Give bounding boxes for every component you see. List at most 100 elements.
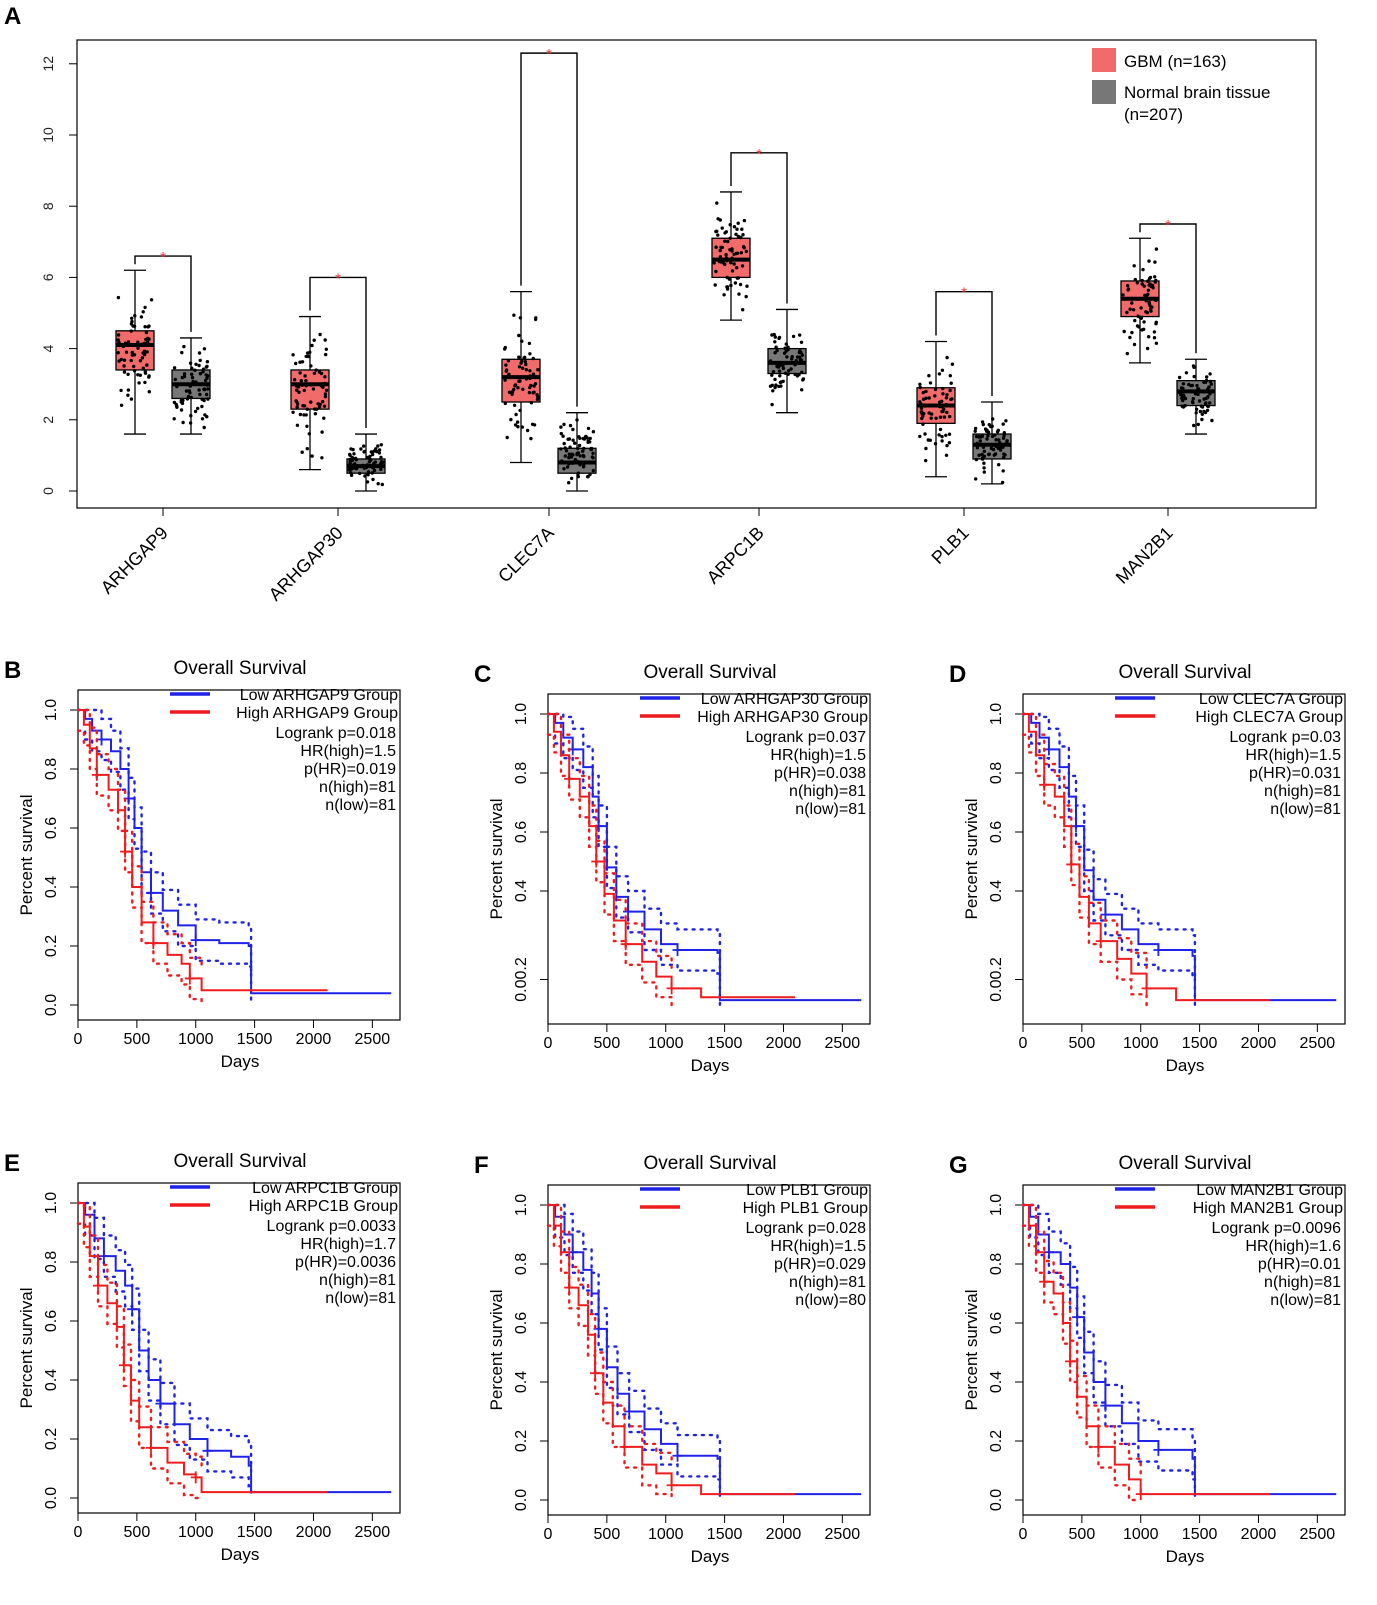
data-point: [940, 368, 945, 372]
km-frame: [547, 1184, 871, 1516]
km-y-label: 0.00.2: [513, 957, 530, 1002]
data-point: [926, 438, 930, 442]
data-point: [129, 329, 133, 333]
data-point: [724, 230, 728, 234]
data-point: [576, 471, 581, 475]
data-point: [504, 363, 508, 367]
km-x-label: 0: [74, 1031, 83, 1048]
data-point: [1126, 287, 1131, 291]
data-point: [736, 276, 741, 280]
data-point: [923, 432, 927, 436]
data-point: [1206, 404, 1210, 408]
data-point: [201, 370, 205, 374]
data-point: [516, 386, 520, 390]
km-y-label: 0.6: [43, 817, 60, 839]
data-point: [529, 383, 533, 388]
data-point: [993, 452, 998, 456]
data-point: [188, 421, 193, 425]
data-point: [991, 447, 996, 452]
low-censor-mark: [190, 934, 201, 947]
low-ci-upper: [76, 1201, 253, 1473]
data-point: [1153, 275, 1157, 279]
data-point: [124, 350, 129, 354]
km-stat: p(HR)=0.031: [1249, 765, 1341, 782]
data-point: [1153, 280, 1158, 284]
high-ci-upper: [1021, 712, 1148, 969]
data-point: [146, 336, 150, 340]
gene-label: CLEC7A: [494, 523, 558, 587]
high-ci-lower: [1021, 733, 1148, 1011]
data-point: [370, 471, 374, 475]
data-point: [204, 392, 209, 397]
data-point: [198, 358, 202, 363]
data-point: [562, 441, 566, 446]
data-point: [190, 366, 194, 370]
km-stat: n(high)=81: [319, 779, 396, 796]
data-point: [180, 350, 184, 355]
data-points: [1177, 364, 1215, 428]
data-point: [116, 333, 121, 337]
km-y-label: 0.00.2: [988, 957, 1005, 1002]
data-point: [928, 381, 933, 385]
data-point: [518, 408, 522, 413]
data-point: [720, 245, 724, 250]
panel-a-letter: A: [4, 3, 21, 30]
data-point: [591, 456, 595, 460]
data-points: [172, 344, 210, 430]
data-point: [1152, 336, 1157, 340]
km-stat: HR(high)=1.5: [770, 1238, 866, 1255]
data-point: [591, 430, 596, 434]
data-point: [722, 293, 726, 297]
data-point: [116, 338, 120, 342]
data-point: [737, 292, 741, 296]
data-point: [783, 346, 787, 350]
data-point: [1002, 431, 1006, 435]
km-y-label: 0.4: [43, 1369, 60, 1391]
km-y-label: 0.6: [513, 1312, 530, 1334]
data-point: [308, 350, 312, 354]
data-point: [373, 460, 377, 464]
data-point: [298, 371, 302, 375]
data-point: [715, 229, 719, 233]
data-point: [732, 262, 736, 266]
km-panel-g: G Overall Survival 0.0 0.2 0.4 0.6 0.8 1.0 0 500 1…: [949, 1152, 1346, 1566]
km-stat: n(high)=81: [789, 783, 866, 800]
km-y-label: 0.8: [43, 758, 60, 780]
data-point: [349, 471, 353, 475]
km-x-label: 0: [1019, 1035, 1028, 1052]
data-point: [527, 390, 532, 395]
high-censor-mark: [93, 1279, 104, 1292]
data-point: [998, 448, 1003, 452]
km-title: Overall Survival: [1118, 1153, 1251, 1174]
data-point: [745, 284, 749, 288]
data-point: [929, 412, 934, 416]
data-point: [1200, 412, 1205, 416]
data-point: [363, 449, 367, 454]
data-point: [940, 439, 944, 443]
data-point: [190, 372, 194, 376]
data-point: [182, 374, 187, 379]
data-point: [1147, 302, 1152, 306]
km-xlabel: Days: [221, 1052, 260, 1071]
data-point: [973, 426, 978, 431]
data-point: [1210, 418, 1214, 423]
data-point: [937, 372, 942, 376]
panel-letter: E: [4, 1150, 20, 1177]
data-point: [948, 414, 952, 419]
legend-low-label: Low ARHGAP30 Group: [701, 691, 868, 708]
data-point: [770, 402, 774, 407]
data-point: [306, 354, 311, 359]
data-point: [734, 251, 739, 256]
data-point: [305, 447, 309, 451]
data-point: [973, 429, 977, 433]
gene-label: ARHGAP9: [97, 523, 172, 598]
data-point: [950, 362, 955, 366]
km-ylabel: Percent survival: [962, 1290, 981, 1411]
data-point: [533, 382, 538, 386]
data-point: [1004, 419, 1008, 423]
data-point: [136, 373, 140, 377]
low-censor-mark: [624, 1405, 635, 1418]
data-point: [1126, 284, 1130, 288]
data-point: [736, 221, 740, 225]
legend-high-label: High PLB1 Group: [743, 1200, 869, 1217]
